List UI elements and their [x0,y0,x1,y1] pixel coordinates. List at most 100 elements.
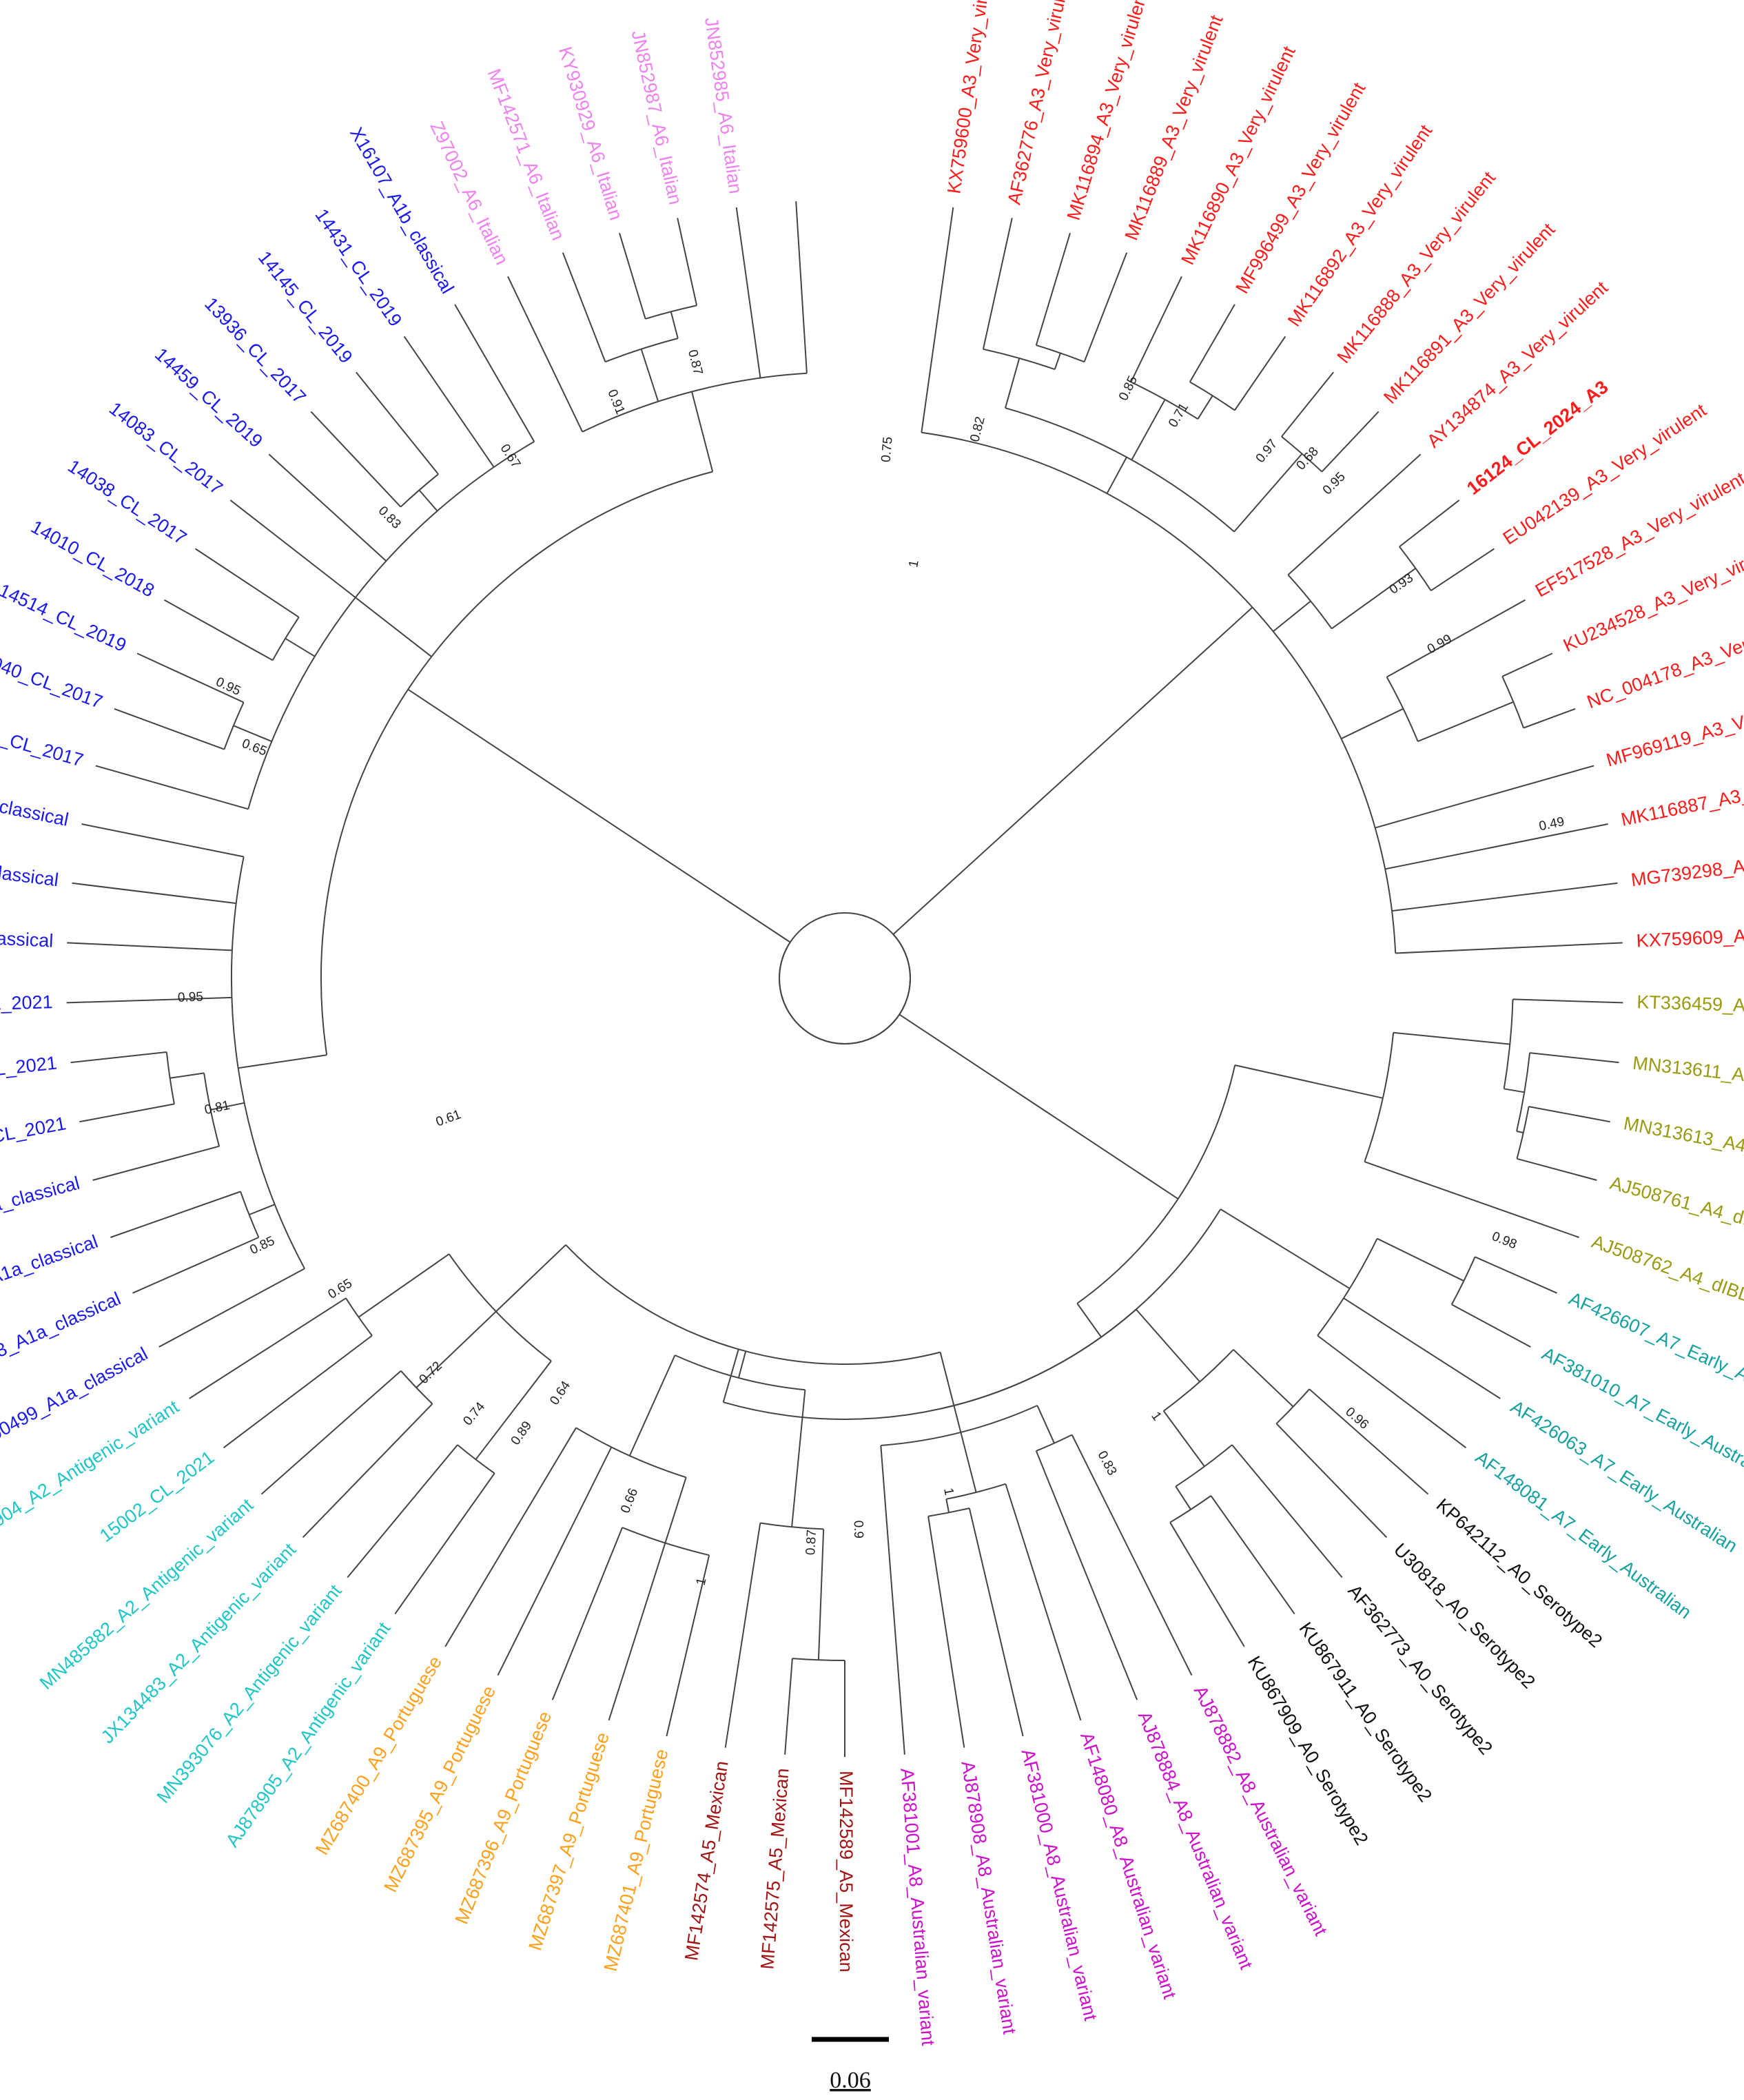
internal-branch [170,1072,205,1079]
tip-branch [70,1051,167,1064]
internal-branch [358,1253,450,1318]
bootstrap-value: 0.99 [1425,632,1455,657]
bootstrap-value: 0.65 [240,737,269,759]
tip-label: AF381001_A8_Australian_variant [896,1767,938,2046]
bootstrap-value: 0.74 [460,1399,488,1428]
bootstrap-value: 0.67 [497,442,524,471]
tip-branch [1523,708,1576,729]
clade-arc [400,473,439,508]
internal-branch [416,1310,497,1388]
internal-branch [722,1349,739,1403]
tip-branch [886,1527,905,1755]
tip-label: KX759600_A3_Very_virulent [943,0,997,195]
tip-branch [444,1427,577,1647]
tip-label: AJ878908_A8_Australian_variant [957,1760,1020,2036]
tip-branch [1375,765,1594,829]
tip-label: KX759609_A3_Very_virulent [1636,920,1744,951]
tip-label: AJ878905_A2_Antigenic_variant [222,1618,395,1851]
internal-branch [1005,358,1020,409]
tip-label: AF362773_A0_Serotype2 [1344,1581,1497,1758]
tip-branch [403,336,495,468]
bootstrap-value: 0.82 [967,415,987,444]
tip-branch [608,1543,666,1721]
tree-branches [66,201,1623,1757]
root-circle [779,912,911,1044]
tip-branch [1512,998,1623,1004]
tip-label: MK116891_A3_Very_virulent [1379,219,1559,408]
tip-label: 15041N_CL_2021 [0,991,53,1017]
internal-branch [1131,399,1166,460]
tip-label: EU042139_A3_Very_virulent [1499,400,1710,549]
internal-branch [1162,1410,1205,1467]
internal-branch [640,349,659,402]
tip-label: AJ508762_A4_dIBDV [1589,1231,1744,1311]
tip-branch [260,1370,402,1495]
internal-branch [880,1445,888,1528]
bootstrap-value: 0.66 [618,1486,641,1515]
tip-label: AF321056_A1a_classical [0,768,70,830]
tip-label: 14010_CL_2018 [28,516,158,601]
tip-label: MZ687401_A9_Portuguese [600,1747,673,1973]
tip-label: AJ508761_A4_dIBDV [1608,1173,1744,1239]
bootstrap-value: 0.68 [1294,444,1322,473]
tip-branch [1083,252,1128,362]
bootstrap-value: 0.71 [1166,401,1191,431]
internal-branch [1504,1088,1525,1093]
tip-branch [1395,942,1623,954]
tip-branch [1399,500,1460,548]
tip-label: DQ355819_A1a_classical [0,1173,82,1248]
bootstrap-value: 0.87 [803,1530,819,1556]
tip-branch [79,1103,175,1123]
tip-branch [1451,1304,1531,1348]
internal-branch [791,1390,806,1527]
tip-label: 14145_CL_2019 [254,247,357,367]
tip-branch [551,1527,624,1700]
tip-branch [110,1191,241,1238]
tip-branch [1384,823,1608,870]
clade-arc [1399,546,1432,591]
tip-branch [507,276,584,433]
clade-arc [927,1507,970,1517]
tip-label: AF148081_A7_Early_Australian [1472,1447,1696,1623]
scale-bar-label: 0.06 [830,2068,871,2093]
internal-branch [285,637,316,657]
bootstrap-value: 1 [1148,1409,1164,1423]
tip-branch [1005,1483,1082,1721]
bootstrap-value: 1 [694,1576,710,1587]
clade-arc [921,431,1397,954]
tip-branch [356,371,439,475]
tip-branch [927,1516,965,1748]
internal-branch [1331,568,1416,630]
tip-branch [562,252,606,362]
tip-label: JX134483_A2_Antigenic_variant [97,1539,300,1748]
bootstrap-value: 0.85 [1116,373,1140,402]
bootstrap-labels: 10.750.820.850.710.97 0.680.950.930.990.4… [178,348,1566,1587]
bootstrap-value: 0.64 [547,1379,573,1408]
clade-arc [448,1253,552,1362]
tip-branch [95,765,249,810]
internal-branch [1417,701,1514,743]
tip-label: MF142575_A5_Mexican [757,1767,792,1970]
tip-branch [1529,1052,1619,1064]
clade-arc [1516,1106,1530,1160]
bootstrap-value: 0.95 [178,990,204,1005]
tip-branch [1430,548,1495,592]
bootstrap-value: 0.9 [851,1520,865,1538]
tip-branch [1528,1106,1610,1123]
tip-branch [666,1554,710,1737]
tip-branch [310,411,402,508]
internal-branch [1191,606,1253,664]
bootstrap-value: 0.95 [1320,469,1348,497]
tip-branch [1475,1256,1557,1294]
tip-branch [619,233,646,320]
internal-branch [1234,1064,1384,1099]
tip-label: KT336459_A4_dIBDV [1637,991,1744,1018]
tip-label: 14019_CL_2017 [0,713,85,770]
clade-arc [1169,1495,1211,1523]
bootstrap-value: 0.49 [1538,814,1566,834]
tip-label: MN393076_A2_Antigenic_variant [153,1581,346,1807]
tip-label: MN313611_A4_dIBDV [1632,1053,1744,1093]
bootstrap-value: 1 [906,559,922,568]
tip-branch [784,1658,793,1755]
clade-arc [400,1370,433,1405]
